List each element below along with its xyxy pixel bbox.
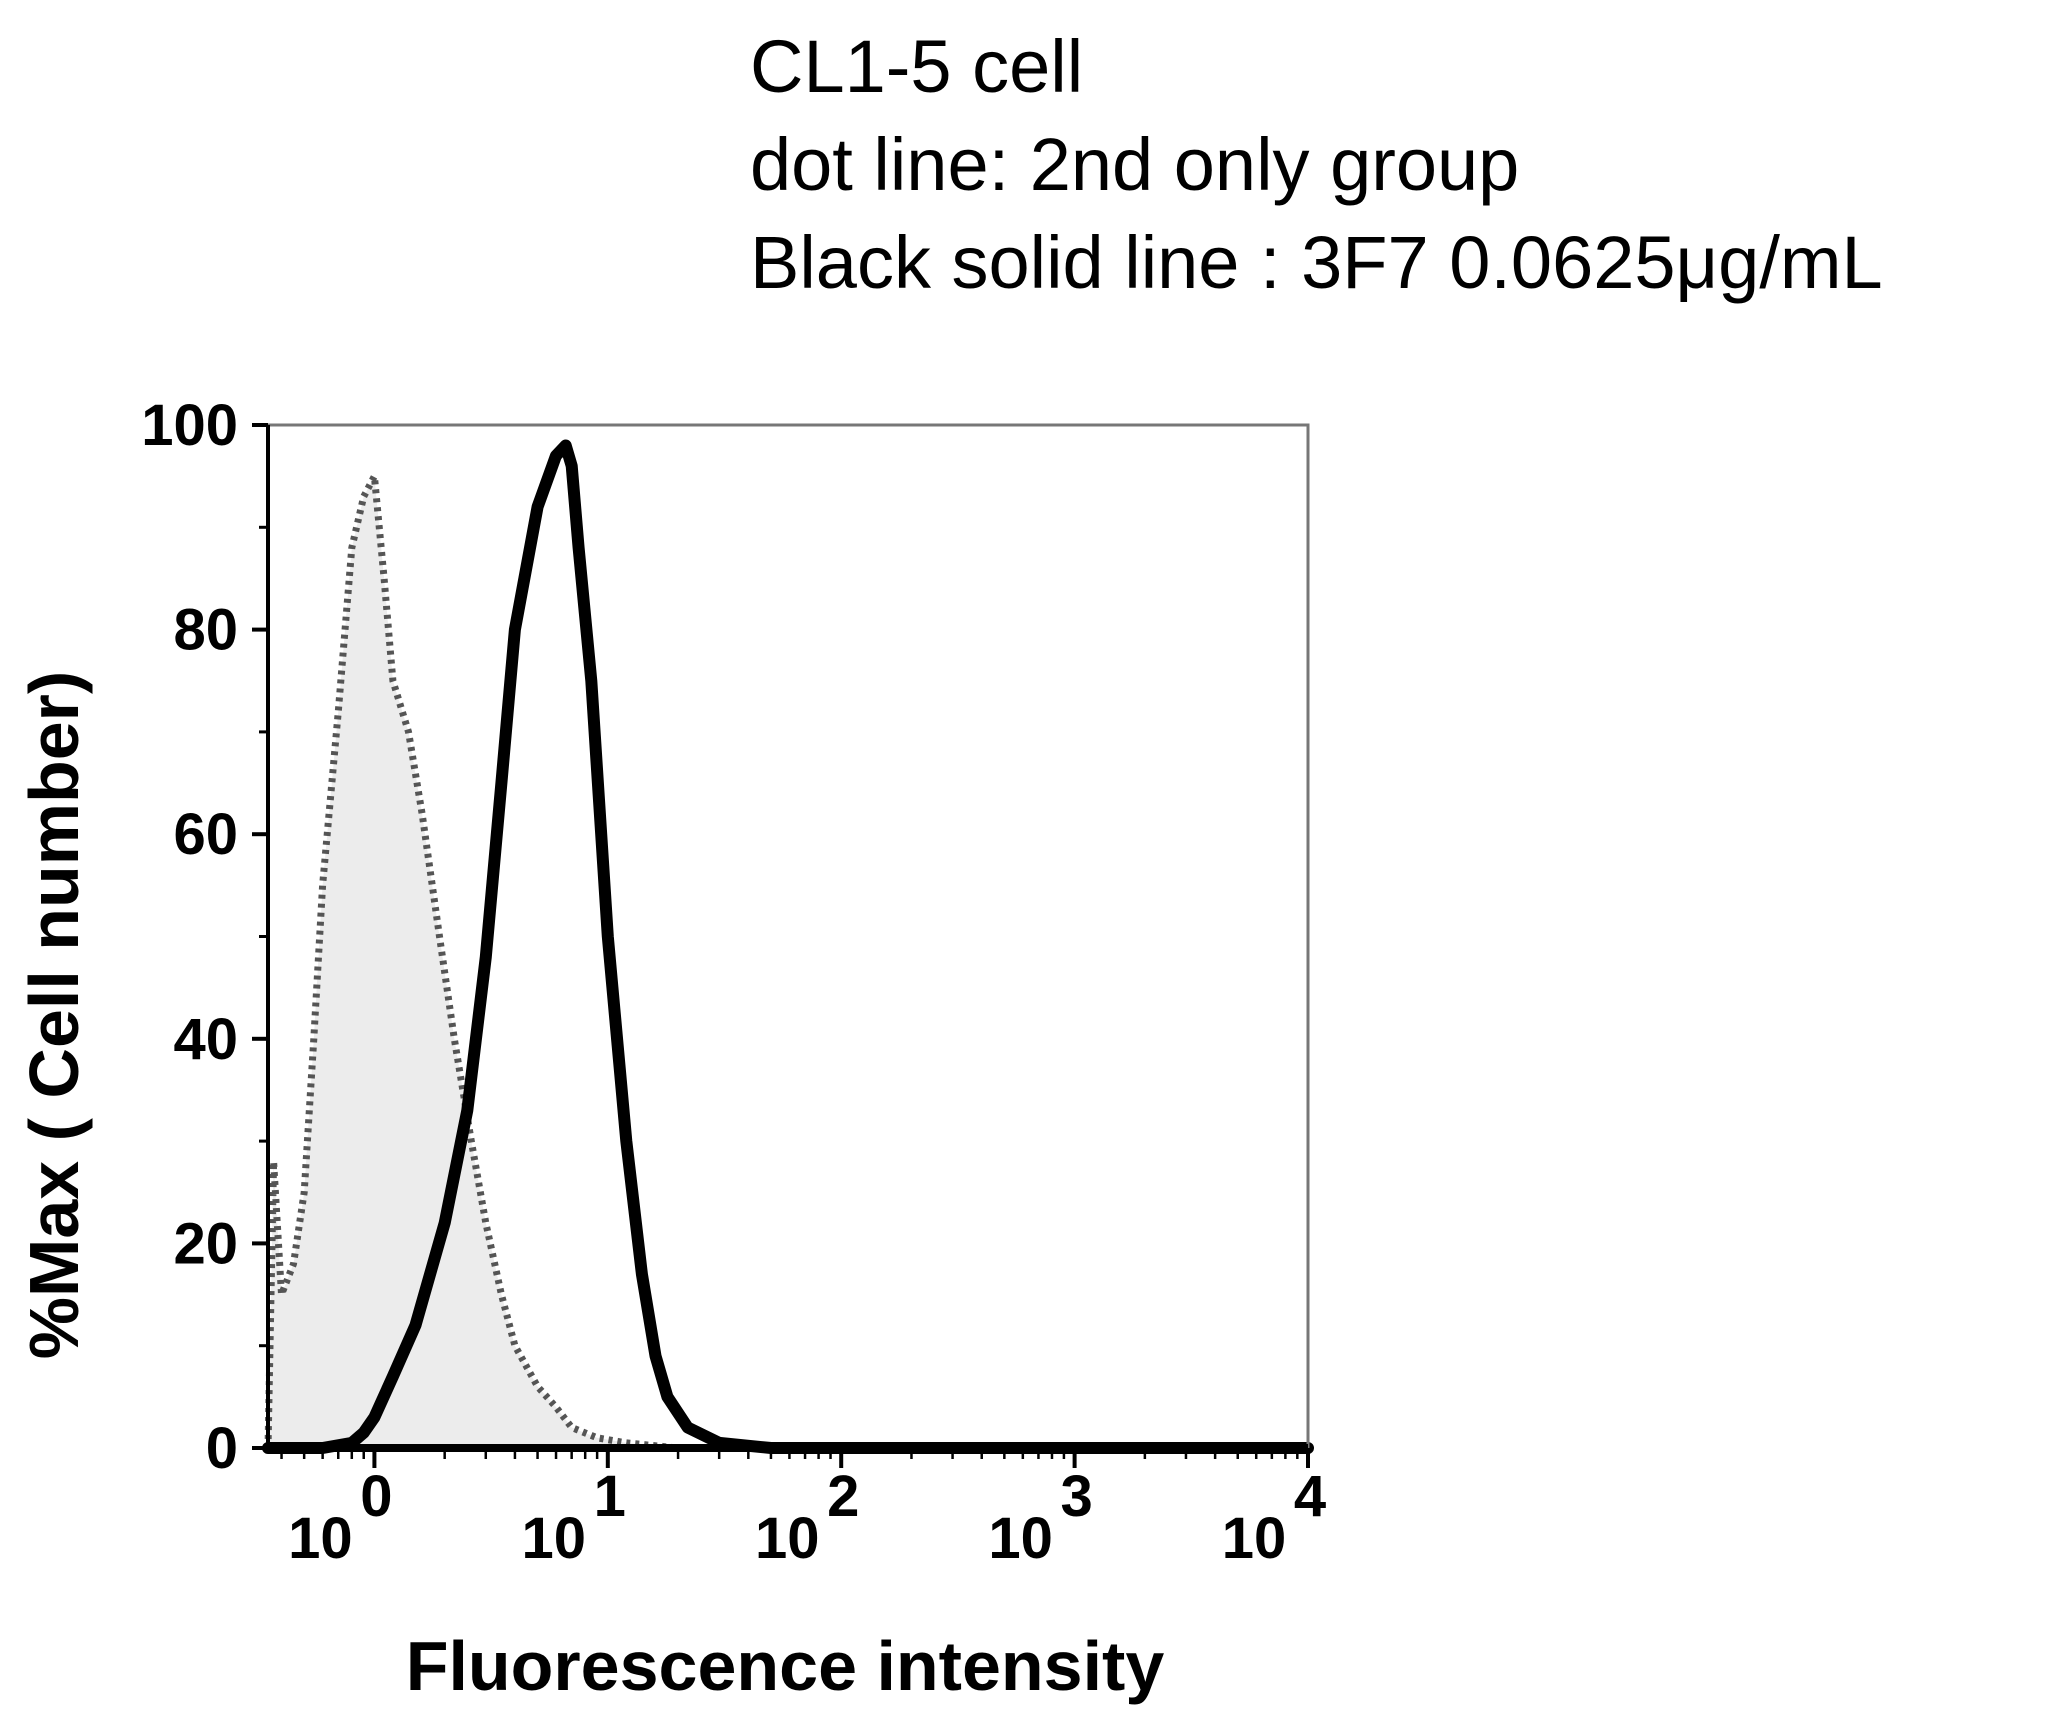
y-tick-label: 60	[173, 802, 238, 867]
y-axis-title: %Max ( Cell number)	[15, 671, 93, 1359]
x-axis-title: Fluorescence intensity	[406, 1627, 1165, 1705]
series-fill-1	[268, 476, 1308, 1448]
y-tick-label: 80	[173, 598, 238, 663]
plot-area	[262, 439, 1314, 1454]
series-line-solid	[262, 439, 1314, 1454]
chart-legend-note: CL1-5 cell dot line: 2nd only group Blac…	[750, 18, 1883, 312]
legend-line-dotted: dot line: 2nd only group	[750, 123, 1520, 206]
x-tick-label-exponent: 0	[360, 1464, 392, 1529]
legend-line-cell: CL1-5 cell	[750, 25, 1084, 108]
x-tick-label-exponent: 3	[1060, 1464, 1092, 1529]
x-tick-label-exponent: 4	[1294, 1464, 1326, 1529]
y-tick-label: 100	[141, 393, 238, 458]
x-tick-label-exponent: 2	[827, 1464, 859, 1529]
y-tick-label: 0	[206, 1416, 238, 1481]
x-tick-label-exponent: 1	[594, 1464, 626, 1529]
x-tick-label-base: 10	[522, 1506, 587, 1571]
x-tick-label-base: 10	[1222, 1506, 1287, 1571]
legend-line-solid: Black solid line : 3F7 0.0625μg/mL	[750, 221, 1883, 304]
x-tick-label-base: 10	[988, 1506, 1053, 1571]
y-tick-label: 20	[173, 1211, 238, 1276]
y-tick-label: 40	[173, 1007, 238, 1072]
x-tick-label-base: 10	[288, 1506, 353, 1571]
x-tick-label-base: 10	[755, 1506, 820, 1571]
